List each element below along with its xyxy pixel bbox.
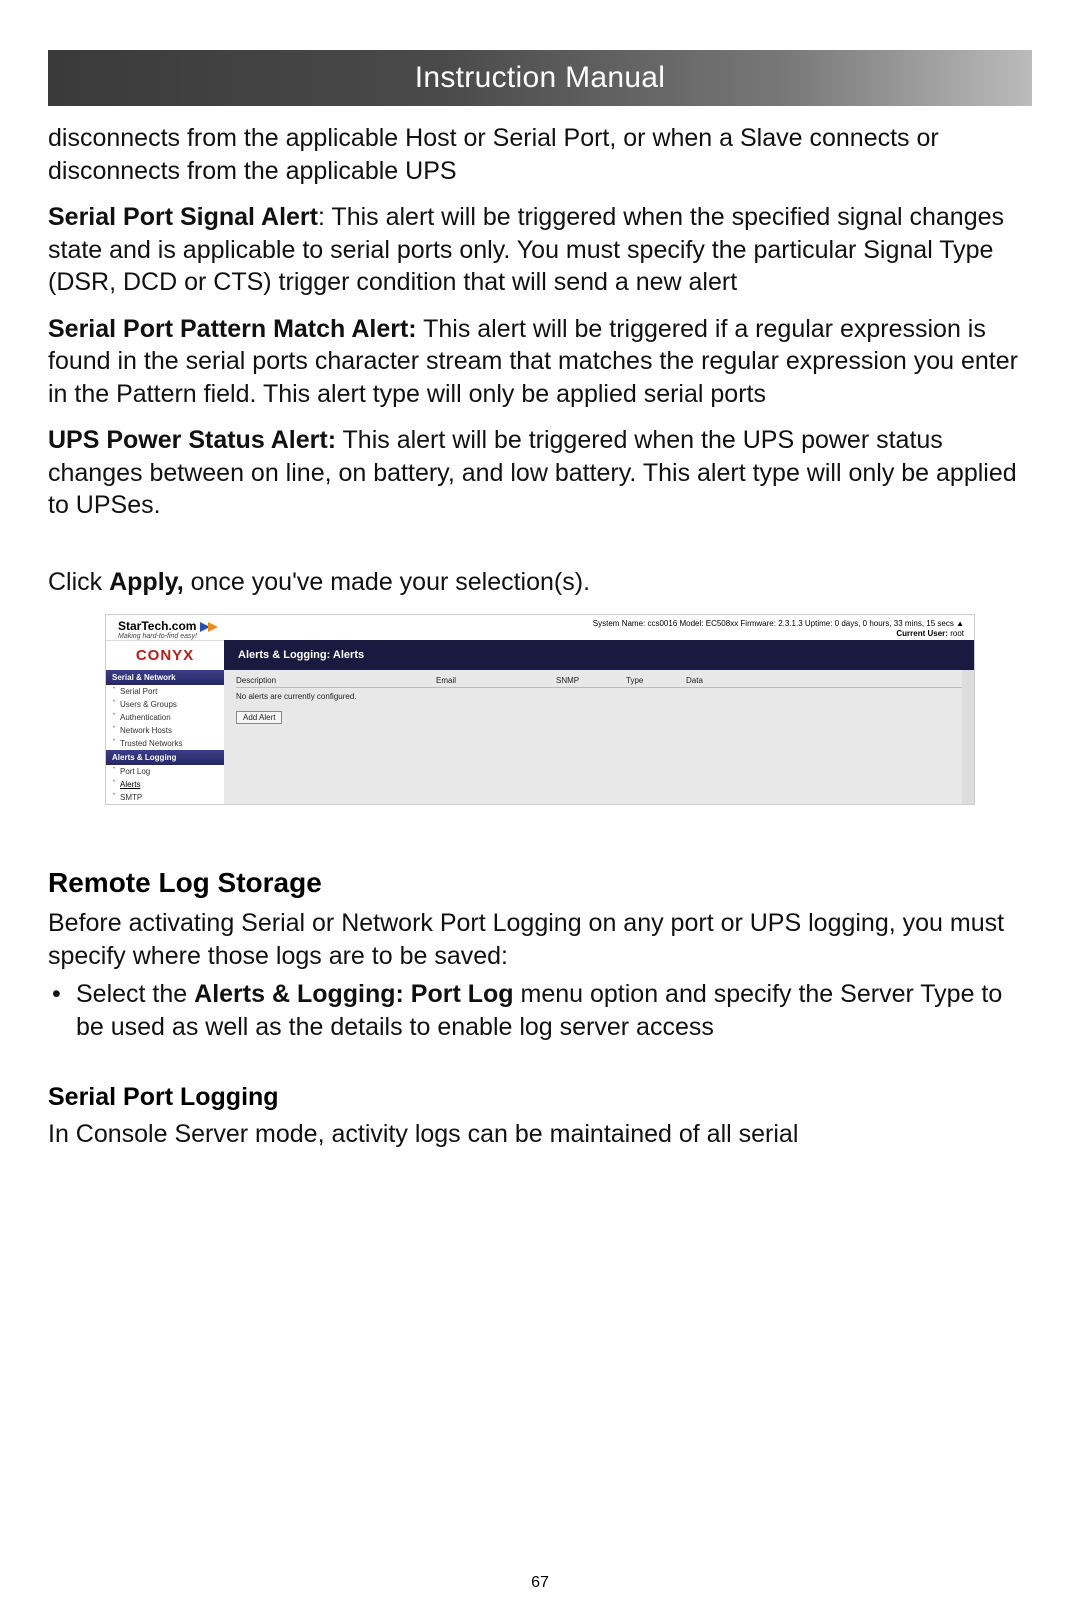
para-ups-alert: UPS Power Status Alert: This alert will … (48, 424, 1032, 522)
sidebar-section-alerts: Alerts & Logging (106, 750, 224, 765)
status-line: System Name: ccs0016 Model: EC508xx Firm… (593, 619, 954, 628)
col-email: Email (436, 676, 556, 685)
sidebar-item-auth[interactable]: Authentication (106, 711, 224, 724)
logo-subtitle: Making hard-to-find easy! (118, 633, 210, 640)
apply-bold: Apply, (109, 568, 184, 596)
serial-logging-text: In Console Server mode, activity logs ca… (48, 1118, 1032, 1151)
apply-post: once you've made your selection(s). (184, 568, 590, 596)
para-signal-alert: Serial Port Signal Alert: This alert wil… (48, 201, 1032, 299)
main-panel: Description Email SNMP Type Data No aler… (224, 670, 974, 804)
col-description: Description (236, 676, 436, 685)
status-bar: System Name: ccs0016 Model: EC508xx Firm… (593, 619, 964, 640)
embedded-screenshot: StarTech.com Making hard-to-find easy! S… (105, 614, 975, 805)
col-snmp: SNMP (556, 676, 626, 685)
col-type: Type (626, 676, 686, 685)
col-data: Data (686, 676, 756, 685)
logo-chevron-icon (200, 622, 210, 632)
scroll-up-icon: ▲ (956, 619, 964, 628)
para-continuation: disconnects from the applicable Host or … (48, 122, 1032, 187)
current-user: root (950, 629, 964, 638)
pattern-alert-label: Serial Port Pattern Match Alert: (48, 315, 417, 343)
apply-pre: Click (48, 568, 109, 596)
scrollbar[interactable] (962, 670, 974, 804)
logo-block: StarTech.com Making hard-to-find easy! (118, 619, 210, 640)
sidebar-item-network-hosts[interactable]: Network Hosts (106, 724, 224, 737)
sidebar-section-serial: Serial & Network (106, 670, 224, 685)
add-alert-button[interactable]: Add Alert (236, 711, 282, 724)
sidebar-item-users[interactable]: Users & Groups (106, 698, 224, 711)
sidebar-item-smtp[interactable]: SMTP (106, 791, 224, 804)
signal-alert-label: Serial Port Signal Alert (48, 203, 318, 231)
heading-serial-logging: Serial Port Logging (48, 1083, 1032, 1112)
bullet-bold: Alerts & Logging: Port Log (194, 980, 513, 1008)
para-apply: Click Apply, once you've made your selec… (48, 566, 1032, 599)
table-header: Description Email SNMP Type Data (236, 676, 962, 688)
sidebar-item-alerts[interactable]: Alerts (106, 778, 224, 791)
sidebar-item-serial-port[interactable]: Serial Port (106, 685, 224, 698)
header-title: Instruction Manual (415, 61, 666, 95)
para-pattern-alert: Serial Port Pattern Match Alert: This al… (48, 313, 1032, 411)
ups-alert-label: UPS Power Status Alert: (48, 426, 336, 454)
sidebar-item-portlog[interactable]: Port Log (106, 765, 224, 778)
sidebar: Serial & Network Serial Port Users & Gro… (106, 670, 224, 804)
heading-remote-log: Remote Log Storage (48, 867, 1032, 899)
page-number: 67 (0, 1574, 1080, 1592)
no-alerts-text: No alerts are currently configured. (236, 692, 962, 701)
current-user-label: Current User: (896, 629, 948, 638)
sidebar-item-trusted[interactable]: Trusted Networks (106, 737, 224, 750)
panel-title: Alerts & Logging: Alerts (224, 640, 974, 670)
bullet-pre: Select the (76, 980, 194, 1008)
logo-text: StarTech.com (118, 619, 196, 633)
page-header: Instruction Manual (48, 50, 1032, 106)
conyx-brand: CONYX (106, 640, 224, 670)
bullet-portlog: Select the Alerts & Logging: Port Log me… (76, 978, 1032, 1043)
remote-log-intro: Before activating Serial or Network Port… (48, 907, 1032, 972)
